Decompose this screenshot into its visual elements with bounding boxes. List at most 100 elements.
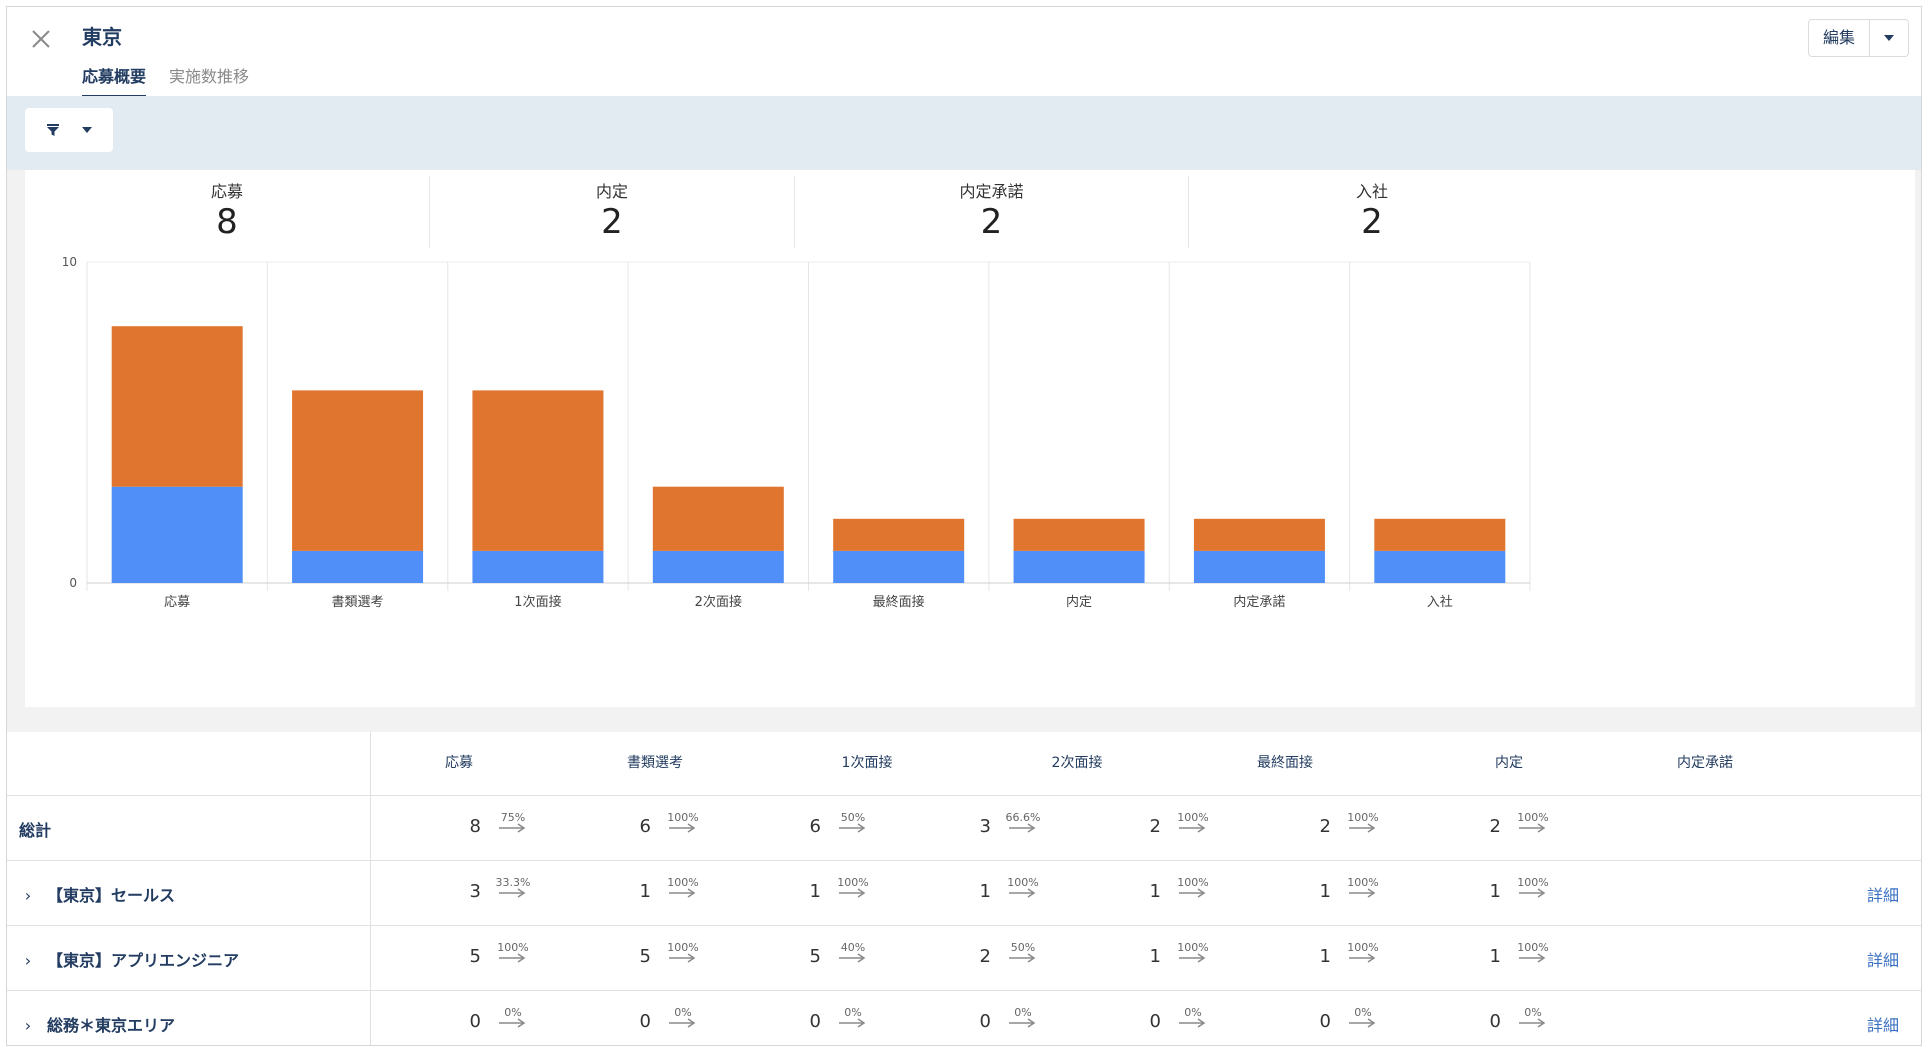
cell-value: 3 [979, 816, 991, 837]
cell-value: 2 [979, 946, 991, 967]
row-divider [7, 795, 1921, 796]
arrow-right-icon [1519, 1018, 1546, 1028]
conversion-rate-label: 0% [844, 1006, 862, 1019]
arrow-right-icon [1009, 953, 1036, 963]
cell-value: 1 [809, 881, 821, 902]
y-tick-label: 10 [62, 255, 77, 269]
x-tick-label: 書類選考 [332, 595, 384, 610]
filter-icon [47, 124, 59, 136]
bar-segment [1013, 518, 1145, 551]
kpi-value: 2 [980, 202, 1003, 242]
detail-link[interactable]: 詳細 [1867, 886, 1900, 905]
bar-segment [472, 550, 604, 583]
column-header: 内定承諾 [1677, 755, 1733, 771]
conversion-rate-label: 0% [674, 1006, 692, 1019]
page-title: 東京 [82, 25, 122, 49]
conversion-rate: 100% [1173, 941, 1213, 963]
cell-value: 5 [639, 946, 651, 967]
conversion-rate: 100% [1513, 876, 1553, 898]
row-divider [7, 990, 1921, 991]
conversion-rate-label: 100% [837, 876, 869, 889]
kpi-label: 応募 [210, 182, 243, 201]
arrow-right-icon [1519, 953, 1546, 963]
arrow-right-icon [1349, 823, 1376, 833]
conversion-rate-label: 0% [1524, 1006, 1542, 1019]
arrow-right-icon [1179, 823, 1206, 833]
cell-value: 2 [1489, 816, 1501, 837]
arrow-right-icon [499, 1018, 526, 1028]
column-header: 1次面接 [841, 755, 893, 771]
detail-link[interactable]: 詳細 [1867, 951, 1900, 970]
kpi-offers: 内定 2 [430, 170, 794, 250]
table-row-label[interactable]: › 【東京】セールス [19, 882, 175, 906]
arrow-right-icon [669, 823, 696, 833]
filter-button[interactable] [25, 108, 113, 152]
table-row-label[interactable]: › 総務＊東京エリア [19, 1012, 175, 1036]
conversion-rate: 100% [663, 941, 703, 963]
conversion-rate: 100% [1343, 941, 1383, 963]
column-header: 2次面接 [1051, 755, 1103, 771]
arrow-right-icon [669, 1018, 696, 1028]
filter-bar [7, 96, 1921, 170]
edit-dropdown-button[interactable] [1870, 20, 1908, 56]
caret-down-icon [82, 127, 92, 133]
bar-segment [111, 486, 243, 583]
row-label-text: 総務＊東京エリア [47, 1016, 176, 1035]
y-tick-label: 0 [69, 576, 77, 590]
arrow-right-icon [1179, 1018, 1206, 1028]
conversion-rate-label: 100% [1347, 876, 1379, 889]
cell-value: 5 [469, 946, 481, 967]
cell-value: 6 [809, 816, 821, 837]
row-divider [7, 925, 1921, 926]
arrow-right-icon [669, 888, 696, 898]
conversion-rate: 0% [1513, 1006, 1553, 1028]
conversion-rate: 100% [493, 941, 533, 963]
bar-segment [292, 550, 424, 583]
funnel-table: 応募 書類選考 1次面接 2次面接 最終面接 内定 内定承諾 総計 8 75% 6 100% 6 50% 3… [7, 732, 1921, 1045]
conversion-rate: 0% [493, 1006, 533, 1028]
kpi-divider [1188, 176, 1189, 248]
cell-value: 1 [639, 881, 651, 902]
arrow-right-icon [1179, 888, 1206, 898]
conversion-rate-label: 0% [1184, 1006, 1202, 1019]
conversion-rate: 40% [833, 941, 873, 963]
conversion-rate-label: 100% [667, 876, 699, 889]
cell-value: 2 [1319, 816, 1331, 837]
table-row-label[interactable]: › 【東京】アプリエンジニア [19, 947, 239, 971]
tab-count-trend[interactable]: 実施数推移 [169, 67, 250, 86]
kpi-label: 入社 [1355, 182, 1388, 201]
x-tick-label: 入社 [1427, 594, 1453, 610]
edit-button[interactable]: 編集 [1809, 20, 1870, 56]
row-label-text: 総計 [19, 821, 52, 840]
cell-value: 0 [979, 1011, 991, 1032]
cell-value: 0 [469, 1011, 481, 1032]
arrow-right-icon [1349, 1018, 1376, 1028]
arrow-right-icon [1009, 823, 1036, 833]
column-header: 内定 [1495, 755, 1523, 771]
cell-value: 2 [1149, 816, 1161, 837]
conversion-rate: 100% [663, 876, 703, 898]
conversion-rate-label: 33.3% [495, 876, 531, 889]
tab-application-summary[interactable]: 応募概要 [82, 63, 147, 98]
conversion-rate-label: 0% [1014, 1006, 1032, 1019]
conversion-rate-label: 100% [1347, 941, 1379, 954]
cell-value: 8 [469, 816, 481, 837]
conversion-rate-label: 100% [1007, 876, 1039, 889]
detail-link[interactable]: 詳細 [1867, 1016, 1900, 1035]
arrow-right-icon [1009, 1018, 1036, 1028]
kpi-label: 内定承諾 [959, 182, 1024, 201]
chevron-right-icon[interactable]: › [24, 951, 32, 970]
edit-button-group: 編集 [1808, 19, 1909, 57]
caret-down-icon [1884, 35, 1894, 41]
conversion-rate-label: 100% [1517, 941, 1549, 954]
chevron-right-icon[interactable]: › [24, 1016, 32, 1035]
arrow-right-icon [839, 1018, 866, 1028]
conversion-rate: 50% [1003, 941, 1043, 963]
cell-value: 1 [1489, 881, 1501, 902]
close-button[interactable] [21, 19, 61, 59]
arrow-right-icon [1349, 888, 1376, 898]
conversion-rate: 100% [1513, 941, 1553, 963]
cell-value: 0 [1319, 1011, 1331, 1032]
bar-segment [1374, 550, 1506, 583]
chevron-right-icon[interactable]: › [24, 886, 32, 905]
